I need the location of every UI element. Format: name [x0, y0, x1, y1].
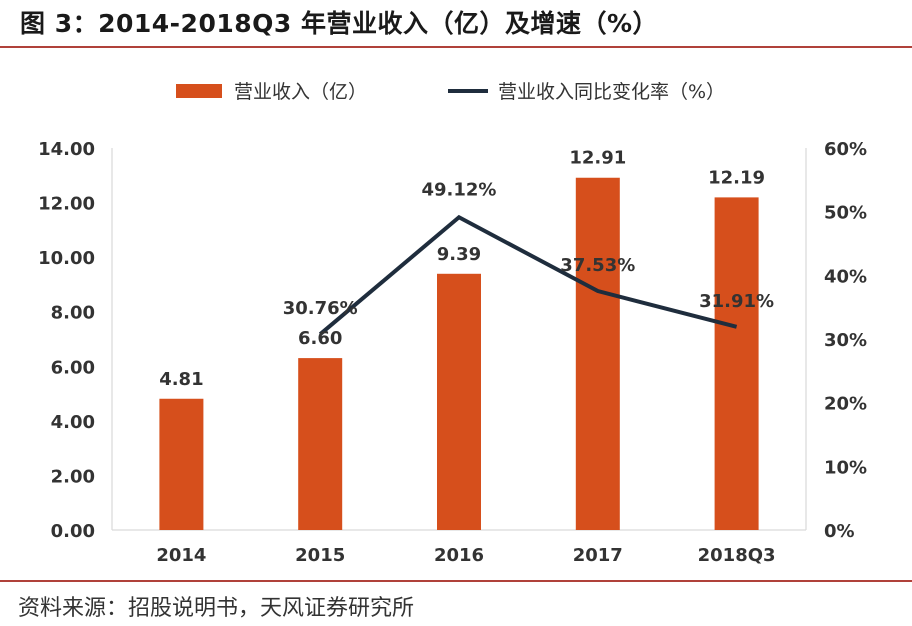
y-left-tick-label: 0.00: [51, 521, 95, 542]
bar-value-label: 6.60: [298, 328, 342, 349]
y-right-tick-label: 50%: [824, 203, 867, 224]
legend-bar-swatch: [176, 84, 222, 98]
legend-bar-label: 营业收入（亿）: [234, 81, 367, 103]
bar-2017: [575, 177, 620, 530]
source-divider: [0, 580, 912, 582]
line-value-label: 30.76%: [283, 298, 358, 319]
x-tick-label: 2016: [434, 545, 484, 566]
bar-value-label: 12.91: [569, 148, 626, 169]
legend-line-label: 营业收入同比变化率（%）: [498, 81, 725, 103]
line-value-label: 37.53%: [560, 255, 635, 276]
y-left-tick-label: 2.00: [51, 466, 95, 487]
figure-title: 图 3：2014-2018Q3 年营业收入（亿）及增速（%）: [20, 9, 659, 38]
x-tick-label: 2018Q3: [698, 545, 776, 566]
title-divider: [0, 46, 912, 48]
y-right-tick-label: 60%: [824, 139, 867, 160]
growth-rate-line: [318, 214, 738, 336]
y-left-tick-label: 12.00: [38, 194, 95, 215]
bar-2014: [159, 398, 204, 530]
y-right-tick-label: 0%: [824, 521, 855, 542]
y-left-tick-label: 6.00: [51, 357, 95, 378]
source-note: 资料来源：招股说明书，天风证券研究所: [18, 596, 415, 621]
x-tick-label: 2017: [573, 545, 623, 566]
bar-2018Q3: [714, 197, 759, 530]
y-left-tick-label: 8.00: [51, 303, 95, 324]
y-right-tick-label: 30%: [824, 330, 867, 351]
bar-2016: [437, 273, 481, 530]
x-tick-label: 2015: [295, 545, 345, 566]
bar-value-label: 9.39: [437, 244, 481, 265]
y-right-tick-label: 10%: [824, 457, 867, 478]
y-left-tick-label: 10.00: [38, 248, 95, 269]
line-value-label: 49.12%: [422, 179, 497, 200]
y-right-tick-label: 40%: [824, 266, 867, 287]
combo-chart: 营业收入（亿） 营业收入同比变化率（%） 0.00 2.00 4.00 6.00 8.00 1…: [38, 81, 867, 566]
y-left-tick-label: 14.00: [38, 139, 95, 160]
bar-value-label: 12.19: [708, 167, 765, 188]
line-value-label: 31.91%: [699, 291, 774, 312]
bar-value-label: 4.81: [159, 369, 203, 390]
bar-2015: [298, 358, 343, 530]
y-left-tick-label: 4.00: [51, 412, 95, 433]
x-tick-label: 2014: [156, 545, 206, 566]
y-right-tick-label: 20%: [824, 394, 867, 415]
